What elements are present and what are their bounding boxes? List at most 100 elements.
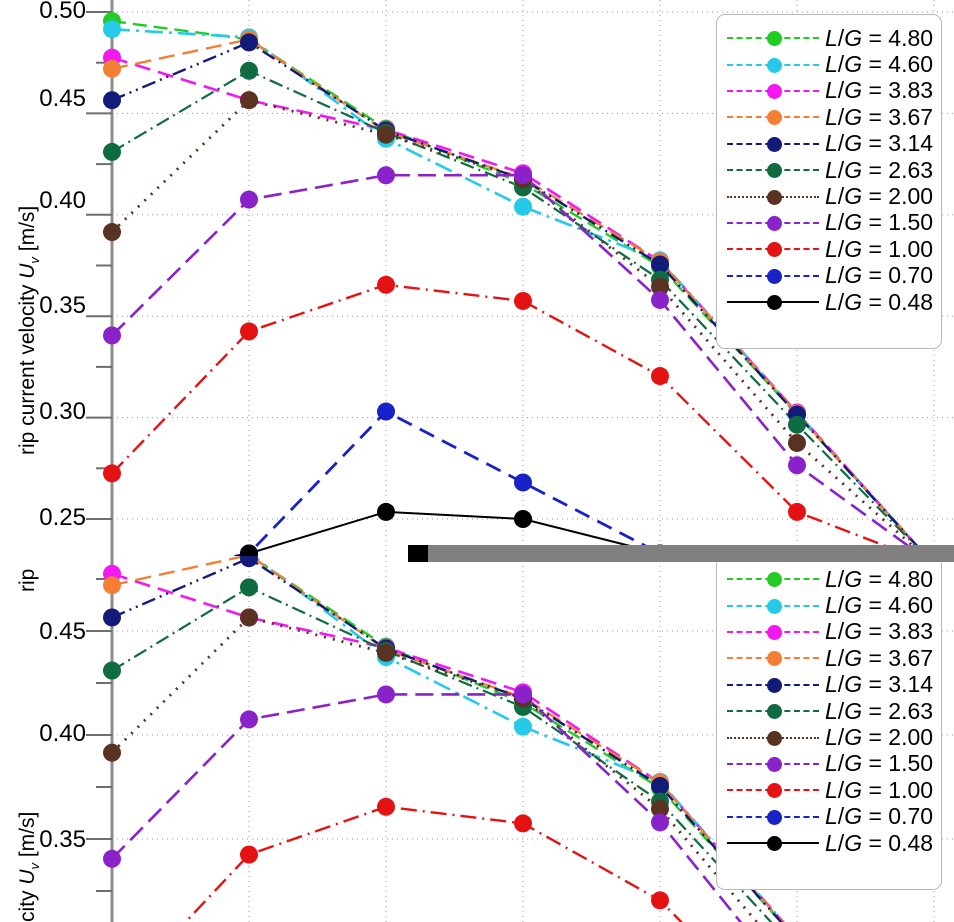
data-point <box>377 166 395 185</box>
legend-marker-dot <box>767 783 782 799</box>
data-point <box>240 544 258 556</box>
legend-item[interactable]: L/G = 3.67 <box>727 645 933 671</box>
plot-area-bottom <box>0 556 954 922</box>
data-point <box>240 845 258 864</box>
data-point <box>103 743 121 762</box>
legend-line-swatch <box>727 779 819 801</box>
legend-item[interactable]: L/G = 3.67 <box>727 104 933 130</box>
data-point <box>240 578 258 597</box>
y-tick-label: 0.50 <box>39 0 86 24</box>
y-tick-label: 0.35 <box>39 826 86 853</box>
data-point <box>514 814 532 833</box>
chart-svg-bottom <box>86 556 954 922</box>
legend-marker-dot <box>767 836 782 852</box>
y-axis-label-head-text: rip <box>16 568 39 592</box>
data-point <box>103 326 121 345</box>
legend-item[interactable]: L/G = 1.00 <box>727 236 933 262</box>
legend-line-swatch <box>727 727 819 749</box>
legend-item[interactable]: L/G = 0.70 <box>727 262 933 289</box>
legend-line-swatch <box>727 806 819 828</box>
data-point <box>377 502 395 521</box>
legend-item[interactable]: L/G = 3.14 <box>727 130 933 157</box>
data-point <box>240 322 258 341</box>
data-point <box>788 415 806 434</box>
legend-item-label: L/G = 1.00 <box>825 776 934 803</box>
data-point <box>377 685 395 704</box>
legend-item[interactable]: L/G = 0.48 <box>727 289 933 315</box>
legend-item-label: L/G = 2.00 <box>825 183 934 210</box>
legend-marker-dot <box>767 598 782 614</box>
y-axis-label-bottom: city Uv [m/s] <box>16 812 42 922</box>
legend-line-swatch <box>727 568 819 590</box>
data-point <box>651 290 669 309</box>
legend-item[interactable]: L/G = 3.83 <box>727 77 933 104</box>
legend-item[interactable]: L/G = 3.14 <box>727 671 933 698</box>
legend-line-swatch <box>727 54 819 76</box>
legend-line-swatch <box>727 80 819 102</box>
legend-marker-dot <box>767 242 782 258</box>
gridlines <box>112 0 954 556</box>
legend-marker-dot <box>767 677 782 693</box>
data-point <box>514 473 532 492</box>
legend-item-label: L/G = 4.80 <box>825 24 934 51</box>
legend-item-label: L/G = 2.63 <box>825 697 934 724</box>
legend-item[interactable]: L/G = 4.60 <box>727 51 933 77</box>
y-axis-label-text: city Uv [m/s] <box>16 811 43 922</box>
data-point <box>240 91 258 110</box>
legend-marker-dot <box>767 295 782 311</box>
legend-item[interactable]: L/G = 1.50 <box>727 750 933 777</box>
legend-item-label: L/G = 1.50 <box>825 750 934 777</box>
legend-line-swatch <box>727 832 819 854</box>
data-point <box>377 275 395 294</box>
horizontal-scrollbar[interactable] <box>408 545 954 562</box>
y-axis-label-bottom-head: rip <box>16 569 40 592</box>
legend-item[interactable]: L/G = 2.00 <box>727 183 933 209</box>
legend-item[interactable]: L/G = 0.48 <box>727 830 933 856</box>
legend-item[interactable]: L/G = 3.83 <box>727 618 933 645</box>
legend-marker-dot <box>767 215 782 231</box>
legend-item[interactable]: L/G = 4.80 <box>727 25 933 51</box>
legend-item-label: L/G = 3.67 <box>825 103 934 130</box>
y-tick-label: 0.40 <box>39 187 86 214</box>
legend-line-swatch <box>727 700 819 722</box>
legend-item[interactable]: L/G = 0.70 <box>727 803 933 830</box>
legend-item-label: L/G = 3.83 <box>825 618 934 645</box>
chart-svg-top <box>86 0 954 556</box>
data-point <box>240 61 258 80</box>
scrollbar-thumb[interactable] <box>408 545 428 562</box>
legend-item[interactable]: L/G = 4.60 <box>727 592 933 618</box>
data-point <box>651 813 669 832</box>
legend-item[interactable]: L/G = 2.63 <box>727 698 933 724</box>
legend-marker-dot <box>767 572 782 588</box>
legend-item[interactable]: L/G = 1.50 <box>727 209 933 236</box>
data-point <box>240 710 258 729</box>
legend-item-label: L/G = 1.00 <box>825 235 934 262</box>
legend-line-swatch <box>727 621 819 643</box>
legend-item[interactable]: L/G = 2.63 <box>727 157 933 183</box>
data-point <box>651 891 669 910</box>
data-point <box>377 643 395 662</box>
legend-line-swatch <box>727 753 819 775</box>
legend-item-label: L/G = 3.67 <box>825 644 934 671</box>
data-point <box>651 776 669 795</box>
chart-panel-bottom: 0.45 0.40 0.35 rip city Uv [m/s] L/G = 4… <box>0 556 954 922</box>
legend-line-swatch <box>727 106 819 128</box>
legend-item-label: L/G = 0.70 <box>825 803 934 830</box>
data-point <box>240 33 258 52</box>
legend-top: L/G = 4.80 L/G = 4.60 L/G = 3.83 L/G = 3.67… <box>716 14 942 349</box>
data-point <box>788 456 806 475</box>
data-point <box>103 20 121 39</box>
legend-item[interactable]: L/G = 2.00 <box>727 724 933 750</box>
data-point <box>514 166 532 185</box>
legend-item-label: L/G = 3.14 <box>825 130 934 157</box>
legend-marker-dot <box>767 651 782 667</box>
data-point <box>240 556 258 568</box>
legend-marker-dot <box>767 704 782 720</box>
legend-line-swatch <box>727 159 819 181</box>
series-markers <box>103 12 806 556</box>
legend-item-label: L/G = 0.48 <box>825 829 934 856</box>
legend-item[interactable]: L/G = 1.00 <box>727 777 933 803</box>
legend-item-label: L/G = 4.60 <box>825 592 934 619</box>
data-point <box>103 223 121 242</box>
legend-item[interactable]: L/G = 4.80 <box>727 566 933 592</box>
